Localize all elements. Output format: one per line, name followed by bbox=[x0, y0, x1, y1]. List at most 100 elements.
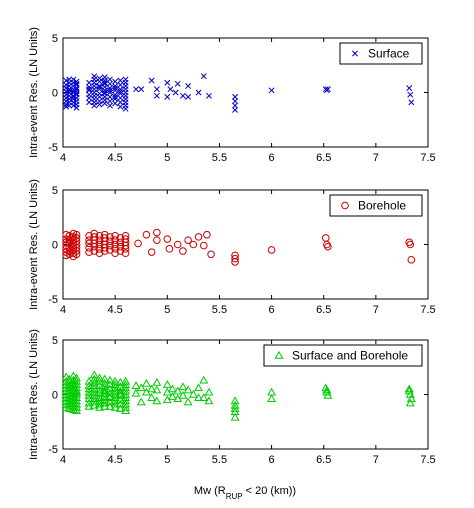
data-point bbox=[117, 77, 124, 84]
y-axis-title: Intra-event Res. (LN Units) bbox=[28, 329, 40, 460]
data-point bbox=[111, 236, 119, 244]
data-point bbox=[115, 404, 125, 412]
data-point bbox=[162, 380, 172, 388]
legend-label: Borehole bbox=[358, 199, 406, 213]
data-point bbox=[96, 78, 103, 85]
x-tick-label: 6 bbox=[269, 454, 275, 466]
data-point bbox=[121, 245, 130, 253]
data-point bbox=[84, 401, 94, 410]
x-tick-label: 6 bbox=[269, 304, 275, 316]
data-point bbox=[141, 378, 151, 387]
data-point bbox=[95, 399, 104, 408]
data-point bbox=[136, 397, 146, 406]
data-point bbox=[65, 238, 74, 247]
data-point bbox=[111, 249, 119, 258]
data-point bbox=[152, 377, 162, 386]
data-point bbox=[72, 250, 81, 259]
data-point bbox=[138, 86, 145, 93]
x-tick-label: 7 bbox=[373, 304, 379, 316]
figure-xlabel-sub: RUP bbox=[226, 492, 243, 501]
x-tick-label: 7 bbox=[373, 454, 379, 466]
data-point bbox=[70, 102, 77, 109]
x-tick-label: 6.5 bbox=[316, 152, 331, 164]
data-point bbox=[148, 77, 155, 84]
data-point bbox=[406, 240, 415, 249]
data-point bbox=[95, 245, 104, 253]
data-point bbox=[86, 99, 93, 106]
data-point bbox=[85, 231, 93, 240]
data-point bbox=[117, 99, 124, 106]
data-point bbox=[65, 247, 74, 255]
data-point bbox=[106, 102, 113, 109]
data-point bbox=[90, 247, 99, 255]
x-tick-label: 7.5 bbox=[420, 152, 435, 164]
data-point bbox=[178, 390, 188, 399]
data-point bbox=[96, 86, 103, 93]
data-point bbox=[194, 393, 204, 401]
data-point bbox=[194, 233, 203, 241]
data-point bbox=[267, 246, 276, 254]
data-point bbox=[164, 93, 171, 100]
data-point bbox=[106, 80, 113, 87]
data-point bbox=[65, 250, 74, 259]
data-point bbox=[117, 86, 124, 93]
data-point bbox=[96, 84, 103, 91]
x-tick-label: 4 bbox=[60, 454, 66, 466]
data-point bbox=[117, 81, 124, 88]
data-point bbox=[117, 90, 124, 97]
data-point bbox=[168, 384, 177, 393]
data-point bbox=[324, 86, 331, 93]
data-point bbox=[73, 80, 80, 87]
data-point bbox=[89, 400, 99, 409]
x-tick-label: 6 bbox=[269, 152, 275, 164]
data-point bbox=[61, 372, 71, 381]
data-point bbox=[185, 93, 192, 100]
data-point bbox=[95, 402, 104, 411]
data-point bbox=[73, 104, 80, 111]
legend-box bbox=[263, 344, 423, 367]
data-point bbox=[199, 393, 209, 401]
data-point bbox=[324, 242, 332, 251]
figure-xlabel-rest: < 20 (km)) bbox=[243, 485, 296, 497]
x-tick-label: 5.5 bbox=[212, 152, 227, 164]
data-point bbox=[112, 83, 119, 89]
legend-marker bbox=[274, 350, 284, 359]
data-point bbox=[405, 398, 415, 407]
data-point bbox=[188, 389, 198, 398]
data-point bbox=[322, 234, 330, 242]
data-point bbox=[200, 73, 207, 80]
data-point bbox=[116, 234, 125, 242]
data-point bbox=[105, 375, 115, 384]
data-point bbox=[322, 387, 332, 396]
figure-xlabel-main: Mw (R bbox=[194, 485, 226, 497]
data-point bbox=[195, 89, 202, 96]
data-point bbox=[106, 76, 113, 83]
data-point bbox=[112, 85, 119, 92]
data-point bbox=[136, 383, 146, 392]
data-point bbox=[100, 401, 110, 410]
data-point bbox=[111, 240, 119, 249]
y-tick-label: -5 bbox=[48, 444, 58, 456]
data-point bbox=[199, 375, 209, 384]
data-point bbox=[121, 406, 131, 415]
data-point bbox=[232, 106, 239, 113]
data-point bbox=[63, 101, 70, 108]
data-point bbox=[73, 90, 80, 97]
data-point bbox=[64, 400, 74, 409]
data-point bbox=[96, 93, 103, 100]
surface-panel: 4 4.5 5 5.5 6 6.5 7 7.5 5 0 -5 Intra-event Res. (LN… bbox=[28, 27, 436, 164]
data-point bbox=[112, 96, 119, 102]
data-point bbox=[133, 86, 139, 93]
data-point bbox=[142, 230, 151, 239]
data-point bbox=[91, 102, 98, 109]
legend-box bbox=[339, 42, 423, 65]
data-point bbox=[268, 87, 275, 94]
x-tick-label: 4.5 bbox=[107, 152, 122, 164]
y-tick-label: -5 bbox=[48, 142, 58, 154]
data-point bbox=[174, 80, 181, 87]
x-tick-label: 5 bbox=[164, 152, 170, 164]
x-tick-label: 7.5 bbox=[420, 304, 435, 316]
data-point bbox=[72, 247, 81, 255]
data-point bbox=[167, 86, 174, 93]
data-point bbox=[199, 241, 208, 250]
